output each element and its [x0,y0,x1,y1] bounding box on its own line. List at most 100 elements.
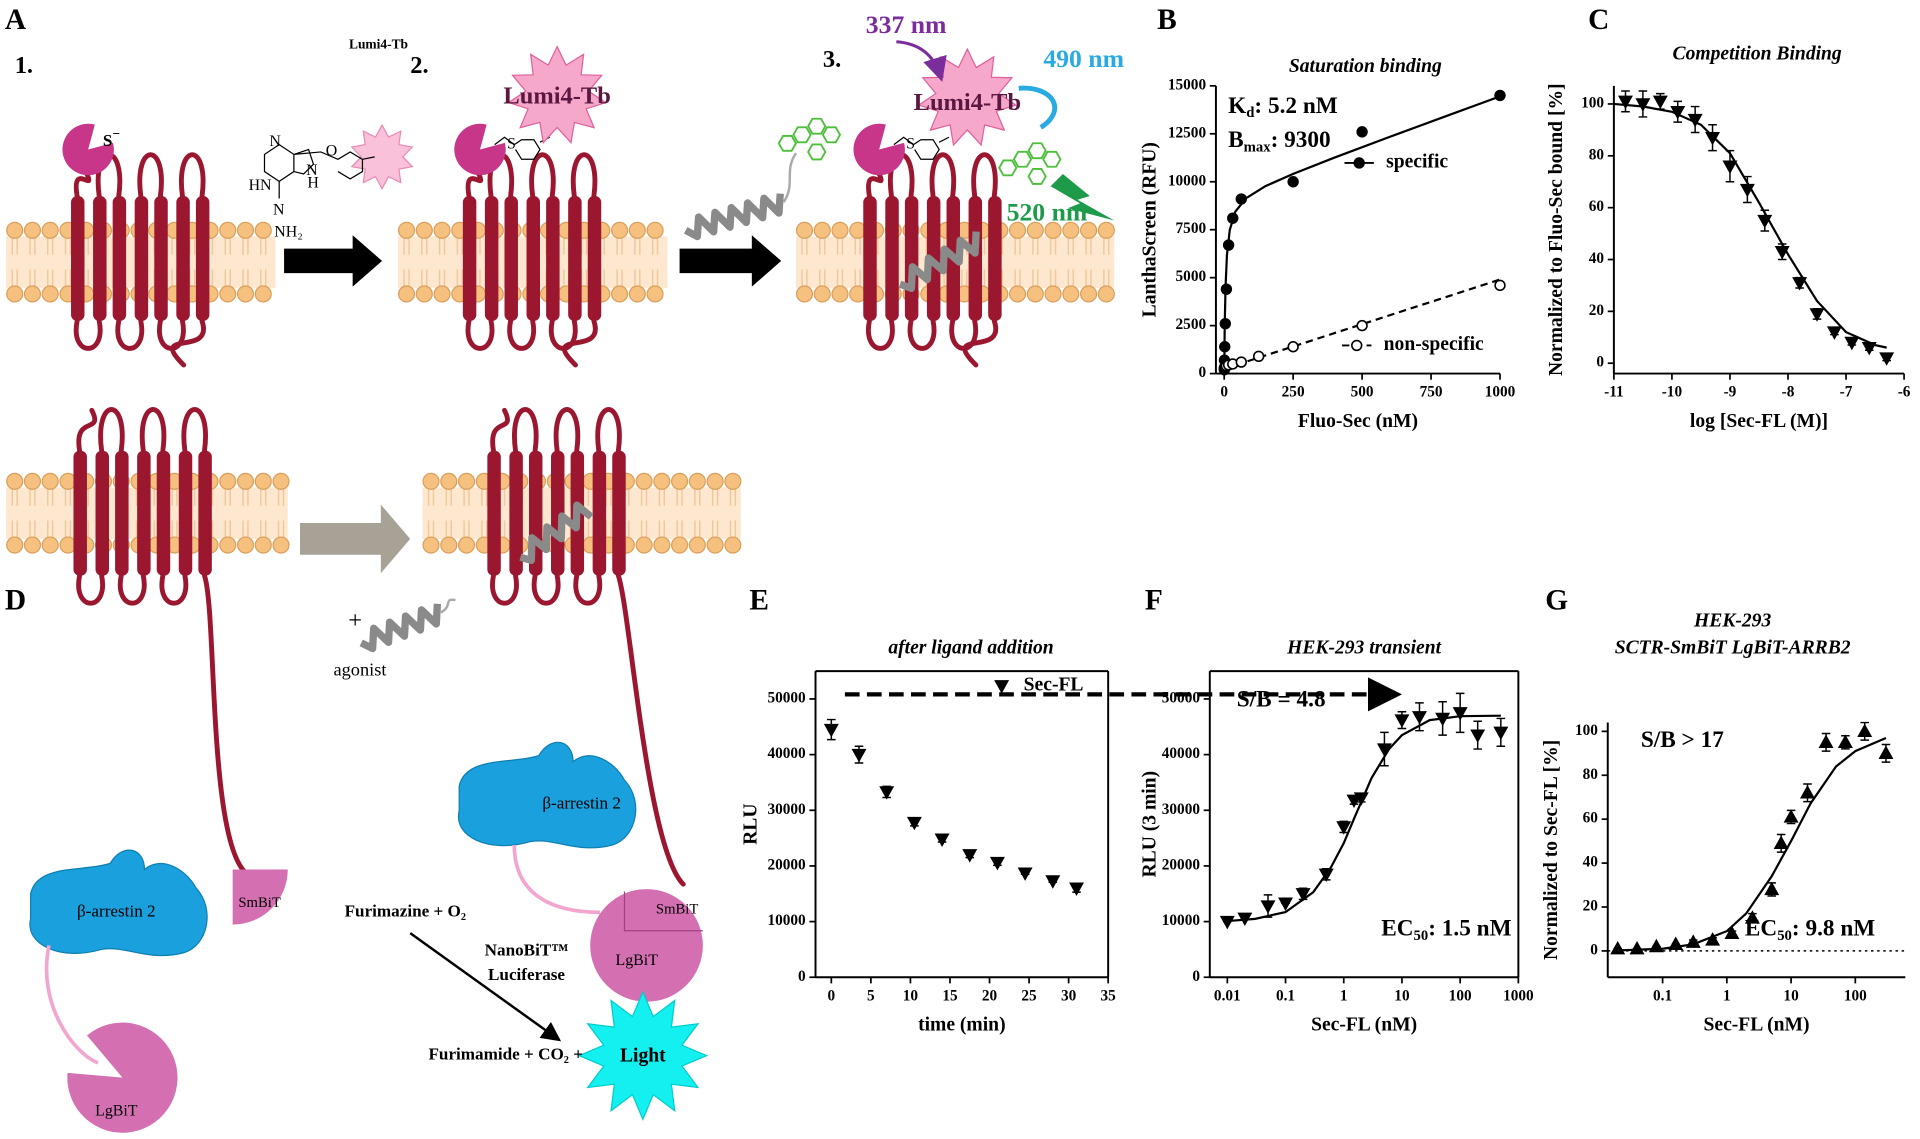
lipid-head [440,472,458,490]
y-tick-label: 0 [1590,941,1598,958]
lipid-tail [634,237,641,287]
diagram-label: Furimamide + CO₂ + [428,1045,583,1064]
lipid-head [628,285,646,303]
annotation-text: S/B > 17 [1641,727,1724,753]
y-axis-label: LanthaScreen (RFU) [1140,142,1161,317]
lipid-head [23,285,42,303]
y-tick-label: 7500 [1176,220,1207,237]
x-tick-label: 15 [942,987,958,1004]
receptor-loops [490,407,686,887]
tag-label: Lumi4-Tb [349,37,408,52]
lipid-tail [438,237,446,287]
lipid-head [813,285,831,303]
lipid-tail [1014,237,1021,287]
lipid-head [23,472,42,490]
atom: N [306,162,318,179]
star [507,45,608,144]
legend-marker [1351,339,1363,352]
y-tick-label: 40 [1589,250,1605,267]
linker [512,845,601,915]
emission-arrow [1018,85,1058,130]
legend-marker [1353,157,1365,169]
helix [863,196,877,321]
x-tick-label: 5 [867,987,875,1004]
peptide [519,501,594,565]
lipid-head [795,285,814,303]
lipid-head [653,472,671,490]
lipid-tail [29,237,36,287]
annotation-sub: 50 [1777,928,1792,944]
lipid-head [23,221,42,239]
y-tick-label: 50000 [767,689,806,706]
data-point [989,856,1005,871]
annotation-text: B [1228,127,1244,153]
data-point [851,748,867,763]
lipid-head [41,285,59,303]
lipid-head [611,285,629,303]
diagram-label: β-arrestin 2 [77,901,156,920]
lipid-head [1008,221,1027,239]
helix [904,196,919,321]
data-point [1705,932,1721,946]
lipid-head [6,221,24,239]
lgbit-shape [590,889,703,1002]
diagram-label: Furimazine + O₂ [345,901,466,920]
data-point [1857,723,1873,738]
x-tick-label: 0.1 [1276,987,1295,1004]
data-point [1494,89,1506,102]
x-tick-label: 0 [1220,384,1228,401]
atom: H [307,174,319,191]
data-point [1610,940,1626,955]
y-tick-label: 80 [1589,146,1605,163]
lipid-tail [242,237,249,287]
y-tick-label: 2500 [1176,316,1207,333]
data-point [1287,341,1299,353]
y-tick-label: 0 [1198,364,1206,381]
helix [115,450,129,576]
y-tick-label: 20000 [767,856,806,873]
dye-ring [777,134,797,152]
x-tick-label: 30 [1061,987,1077,1004]
x-tick-label: 500 [1351,384,1374,401]
lipid-tail [403,237,410,287]
lipid-head [41,221,59,239]
x-tick-label: 20 [982,987,998,1004]
x-tick-label: -8 [1782,384,1795,401]
lipid-tail [1103,237,1110,287]
lipid-tail [224,488,231,538]
lipid-head [1026,221,1044,239]
lipid-tail [29,488,36,538]
panel-label: B [1157,4,1177,36]
step-label: 1. [15,52,33,79]
y-tick-label: 0 [798,968,806,985]
data-point [1648,938,1664,953]
process-arrow [679,235,782,287]
diagram-label: SmBiT [238,895,280,911]
data-point [1435,712,1451,727]
x-axis-label: time (min) [918,1015,1006,1036]
annotation: S/B = 4.8 [1237,687,1326,713]
x-tick-label: -6 [1898,384,1911,401]
data-point [1278,897,1294,911]
helix [112,196,127,321]
smbit-outline [623,891,703,932]
data-point [1260,900,1276,914]
annotation: Bmax: 9300 [1228,127,1331,155]
lipid-head [688,472,706,490]
diagram-label: Luciferase [488,965,565,984]
tag-label: Lumi4-Tb [914,89,1021,116]
lipid-head [1062,285,1080,303]
x-tick-label: 10 [1394,987,1410,1004]
lightning [1050,173,1115,221]
lipid-head [219,285,237,303]
y-tick-label: 100 [1581,94,1604,111]
tag-shape [454,123,506,176]
lipid-tail [481,488,488,538]
lipid-head [635,472,653,490]
lipid-head [1097,285,1115,303]
data-point [1356,126,1368,138]
y-tick-label: 100 [1575,722,1598,739]
data-point [1635,98,1651,112]
lipid-tail [1049,237,1057,287]
